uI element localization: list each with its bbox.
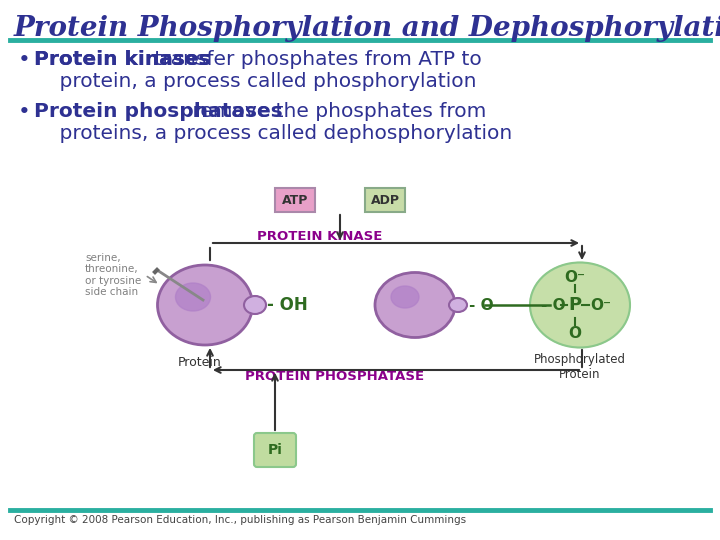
Text: Protein kinases: Protein kinases — [34, 50, 211, 69]
Text: Phosphorylated
Protein: Phosphorylated Protein — [534, 353, 626, 381]
Ellipse shape — [391, 286, 419, 308]
Text: •: • — [18, 102, 31, 122]
Text: P: P — [568, 296, 582, 314]
Text: PROTEIN PHOSPHATASE: PROTEIN PHOSPHATASE — [246, 370, 425, 383]
Text: - O: - O — [541, 298, 565, 313]
Text: - O: - O — [469, 298, 494, 313]
Text: Protein kinases transfer phosphates from ATP to: Protein kinases transfer phosphates from… — [34, 50, 521, 69]
Text: transfer phosphates from ATP to: transfer phosphates from ATP to — [148, 50, 482, 69]
Ellipse shape — [176, 283, 210, 311]
Text: Protein kinases: Protein kinases — [34, 50, 211, 69]
Text: PROTEIN KINASE: PROTEIN KINASE — [257, 231, 383, 244]
FancyBboxPatch shape — [254, 433, 296, 467]
Text: - OH: - OH — [267, 296, 307, 314]
Text: ADP: ADP — [371, 193, 400, 206]
Text: O: O — [569, 326, 582, 341]
Ellipse shape — [449, 298, 467, 312]
Ellipse shape — [158, 265, 253, 345]
Text: O⁻: O⁻ — [564, 269, 585, 285]
FancyBboxPatch shape — [275, 188, 315, 212]
FancyBboxPatch shape — [365, 188, 405, 212]
Text: Protein Phosphorylation and Dephosphorylation: Protein Phosphorylation and Dephosphoryl… — [14, 15, 720, 42]
Text: Protein phosphatases: Protein phosphatases — [34, 102, 283, 121]
Ellipse shape — [244, 296, 266, 314]
Text: Protein: Protein — [178, 356, 222, 369]
Ellipse shape — [375, 273, 455, 338]
Text: •: • — [18, 50, 31, 70]
Ellipse shape — [530, 262, 630, 348]
Text: Copyright © 2008 Pearson Education, Inc., publishing as Pearson Benjamin Cumming: Copyright © 2008 Pearson Education, Inc.… — [14, 515, 466, 525]
Text: O⁻: O⁻ — [590, 298, 611, 313]
Text: ATP: ATP — [282, 193, 308, 206]
Text: serine,
threonine,
or tyrosine
side chain: serine, threonine, or tyrosine side chai… — [85, 253, 141, 298]
Text: Pi: Pi — [268, 443, 282, 457]
Text: remove the phosphates from: remove the phosphates from — [186, 102, 487, 121]
Text: proteins, a process called dephosphorylation: proteins, a process called dephosphoryla… — [34, 124, 512, 143]
Text: protein, a process called phosphorylation: protein, a process called phosphorylatio… — [34, 72, 477, 91]
